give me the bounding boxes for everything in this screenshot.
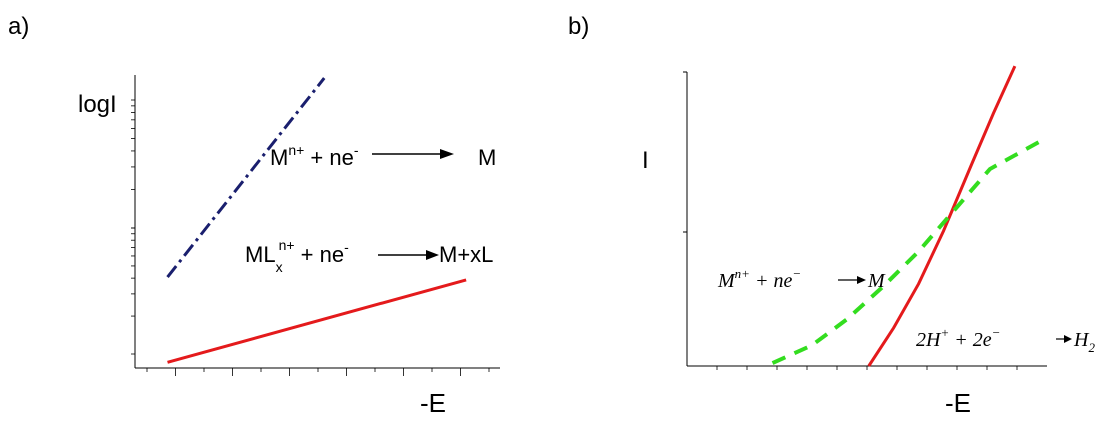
panel-b-arrowhead-red [1064,335,1072,343]
panel-a-series-red-solid [167,278,467,364]
panel-a-axes [131,75,500,376]
panel-b-series-red-solid [867,65,1017,367]
panel-a-xlabel: -E [420,388,446,418]
panel-b-series-green-dashed [771,137,1045,365]
panel-b-ylabel: I [642,147,649,174]
panel-a-annotation-top-product: M [478,145,496,170]
panel-b-annotation-green: Mn+ + ne− [717,266,801,292]
panel-b-label: b) [568,13,589,40]
panel-b-axes [683,71,1047,370]
panel-a-arrowhead-bottom [426,250,439,260]
panel-a-annotation-top: Mn+ + ne- [270,142,359,170]
panel-a-annotation-bottom: MLxn+ + ne- [245,237,349,275]
panel-a-ylabel: logI [78,91,117,118]
panel-b-annotation-red-product: H2 [1073,329,1095,355]
panel-a-arrowhead-top [440,149,454,159]
panel-b-annotation-green-product: M [867,270,886,292]
panel-a-annotation-bottom-product: M+xL [439,242,493,267]
panel-a-label: a) [8,13,29,40]
panel-b-arrowhead-green [857,276,866,284]
panel-b-annotation-red: 2H+ + 2e− [916,325,1000,351]
panel-b-xlabel: -E [945,388,971,418]
